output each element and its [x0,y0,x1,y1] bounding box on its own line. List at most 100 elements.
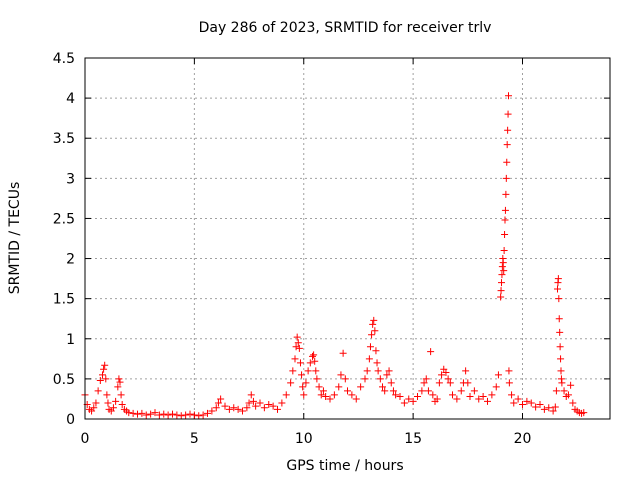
data-point [505,367,513,375]
y-axis-label: SRMTID / TECUs [7,182,23,295]
data-point [234,405,242,413]
data-point [312,367,320,375]
data-point [504,126,512,134]
data-point [369,320,377,328]
y-tick-label: 2 [66,252,75,268]
data-point [527,399,535,407]
data-point [508,391,516,399]
data-point [295,344,303,352]
data-point [558,379,566,387]
data-point [551,403,559,411]
data-point [319,387,327,395]
data-point [214,399,222,407]
data-point [304,367,312,375]
data-point [409,397,417,405]
data-point [274,405,281,413]
data-point [505,379,513,387]
data-point [549,407,557,415]
data-point [368,331,376,339]
data-point [112,397,120,405]
data-point [94,387,102,395]
data-point [260,404,268,412]
data-point [449,391,456,399]
data-point [269,402,277,410]
grid [85,58,610,419]
data-point [160,410,168,418]
data-point [322,393,330,401]
data-point [494,371,502,379]
data-point [217,395,225,403]
x-tick-label: 20 [514,431,532,447]
data-point [311,357,319,365]
data-point [182,411,190,419]
data-point [344,387,351,395]
data-point [256,399,264,407]
data-point [142,411,150,419]
data-point [383,371,391,379]
data-point [315,383,323,391]
data-point [366,343,374,351]
y-tick-label: 3.5 [53,131,75,147]
data-point [505,92,512,100]
data-point [357,383,365,391]
data-point [488,391,496,399]
data-point [330,391,338,399]
data-point [381,387,389,395]
data-point [104,399,112,407]
data-point [239,407,246,415]
data-point [125,409,133,417]
y-tick-label: 4 [66,91,75,107]
data-point [204,409,211,417]
data-point [208,407,216,415]
data-point [306,359,314,367]
data-point [479,393,487,401]
data-point [554,285,561,293]
data-point [309,352,316,360]
data-point [299,383,307,391]
data-point [326,395,334,403]
data-point [504,110,512,118]
data-point [337,371,345,379]
data-point [464,379,472,387]
x-tick-label: 0 [81,431,90,447]
data-point [102,375,110,383]
y-tick-label: 4.5 [53,51,75,67]
data-point [339,349,347,357]
y-tick-label: 1.5 [53,292,75,308]
data-point [556,328,564,336]
data-point [462,367,470,375]
data-point [348,391,356,399]
data-point [470,387,478,395]
y-tick-label: 2.5 [53,211,75,227]
data-point [313,375,321,383]
data-point [387,379,395,387]
data-point [230,404,238,412]
data-point [370,316,378,324]
data-point [341,375,349,383]
data-point [114,383,122,391]
data-point [457,387,465,395]
data-point [294,339,302,347]
y-tick-label: 1 [66,332,75,348]
data-point [310,351,318,359]
data-point [557,367,565,375]
data-point [138,409,146,417]
data-point [500,247,508,255]
data-point [560,387,568,395]
data-point [498,263,506,271]
data-point [243,404,251,412]
data-point [514,395,522,403]
data-point [225,405,233,413]
data-point [173,411,181,419]
data-point [371,327,379,335]
chart-title: Day 286 of 2023, SRMTID for receiver trl… [199,20,492,36]
data-point [103,391,111,399]
data-point [405,395,413,403]
x-tick-label: 5 [190,431,199,447]
data-point [100,365,108,373]
data-point [484,397,491,405]
data-point [446,379,454,387]
data-points [81,92,588,420]
